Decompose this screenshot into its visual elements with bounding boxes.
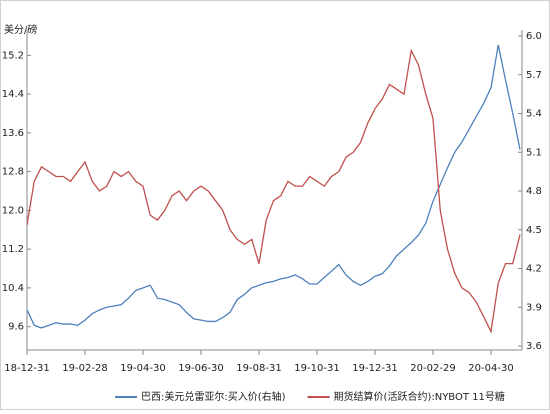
series-line — [26, 48, 521, 334]
y2-tick-label: 3.9 — [526, 302, 542, 313]
x-tick-label: 19-12-31 — [352, 363, 397, 374]
legend-label: 巴西:美元兑雷亚尔:买入价(右轴) — [141, 390, 286, 403]
y-tick-label: 10.4 — [2, 283, 24, 294]
y-axis-label: 美分/磅 — [4, 23, 37, 36]
y-tick-label: 11.2 — [2, 244, 24, 255]
y2-tick-label: 4.5 — [526, 225, 542, 236]
x-tick-label: 18-12-31 — [4, 363, 49, 374]
legend-label: 期货结算价(活跃合约):NYBOT 11号糖 — [334, 390, 505, 403]
y-tick-label: 9.6 — [8, 322, 24, 333]
y2-tick-label: 5.4 — [526, 109, 542, 120]
y2-tick-label: 5.1 — [526, 147, 542, 158]
y-tick-label: 15.2 — [2, 50, 24, 61]
y2-tick-label: 3.6 — [526, 341, 542, 352]
x-tick-label: 20-02-29 — [410, 363, 455, 374]
x-tick-label: 19-04-30 — [120, 363, 165, 374]
y2-tick-label: 4.8 — [526, 186, 542, 197]
y-tick-label: 12.0 — [2, 205, 24, 216]
x-tick-label: 20-04-30 — [468, 363, 513, 374]
y-tick-label: 12.8 — [2, 167, 24, 178]
x-tick-label: 19-02-28 — [62, 363, 107, 374]
x-tick-label: 19-10-31 — [294, 363, 339, 374]
y2-tick-label: 6.0 — [526, 31, 542, 42]
y-tick-label: 14.4 — [2, 89, 24, 100]
y-tick-label: 13.6 — [2, 128, 24, 139]
series-line — [26, 44, 521, 329]
x-tick-label: 19-06-30 — [178, 363, 223, 374]
y2-tick-label: 4.2 — [526, 264, 542, 275]
y2-tick-label: 5.7 — [526, 70, 542, 81]
x-tick-label: 19-08-31 — [236, 363, 281, 374]
